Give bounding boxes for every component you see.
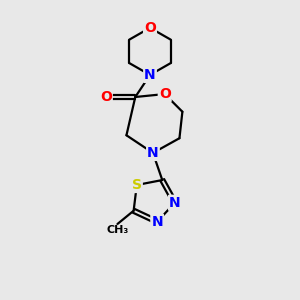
Text: N: N bbox=[147, 146, 159, 160]
Text: N: N bbox=[169, 196, 181, 210]
Text: O: O bbox=[159, 87, 171, 101]
Text: S: S bbox=[132, 178, 142, 192]
Text: N: N bbox=[144, 68, 156, 82]
Text: CH₃: CH₃ bbox=[106, 226, 129, 236]
Text: N: N bbox=[151, 215, 163, 229]
Text: O: O bbox=[100, 90, 112, 104]
Text: O: O bbox=[144, 21, 156, 35]
